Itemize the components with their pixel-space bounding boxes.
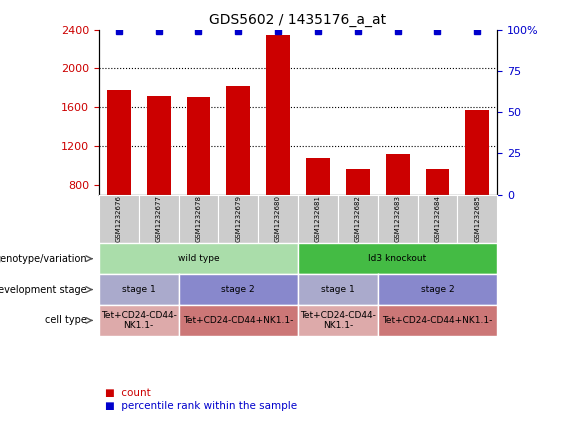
- Text: GSM1232679: GSM1232679: [235, 195, 241, 242]
- Text: development stage: development stage: [0, 285, 87, 294]
- Text: GSM1232684: GSM1232684: [434, 195, 441, 242]
- Text: genotype/variation: genotype/variation: [0, 254, 87, 264]
- Text: Tet+CD24-CD44-
NK1.1-: Tet+CD24-CD44- NK1.1-: [300, 311, 376, 330]
- Bar: [466, 110, 489, 195]
- Bar: [266, 36, 290, 195]
- Text: Tet+CD24-CD44-
NK1.1-: Tet+CD24-CD44- NK1.1-: [101, 311, 177, 330]
- Text: GSM1232681: GSM1232681: [315, 195, 321, 242]
- Bar: [186, 96, 210, 195]
- Bar: [425, 169, 449, 195]
- Text: GSM1232683: GSM1232683: [394, 195, 401, 242]
- Text: cell type: cell type: [45, 316, 87, 325]
- Text: GSM1232677: GSM1232677: [155, 195, 162, 242]
- Bar: [147, 96, 171, 195]
- Text: GSM1232678: GSM1232678: [195, 195, 202, 242]
- Bar: [107, 90, 131, 195]
- Text: stage 1: stage 1: [321, 285, 355, 294]
- Text: wild type: wild type: [177, 254, 219, 263]
- Bar: [386, 154, 410, 195]
- Bar: [306, 158, 330, 195]
- Text: GSM1232676: GSM1232676: [116, 195, 122, 242]
- Bar: [227, 86, 250, 195]
- Text: ■  count: ■ count: [105, 388, 150, 398]
- Text: Tet+CD24-CD44+NK1.1-: Tet+CD24-CD44+NK1.1-: [183, 316, 293, 325]
- Text: stage 2: stage 2: [420, 285, 454, 294]
- Title: GDS5602 / 1435176_a_at: GDS5602 / 1435176_a_at: [210, 13, 386, 27]
- Text: GSM1232680: GSM1232680: [275, 195, 281, 242]
- Text: Tet+CD24-CD44+NK1.1-: Tet+CD24-CD44+NK1.1-: [383, 316, 493, 325]
- Bar: [346, 169, 370, 195]
- Text: stage 1: stage 1: [122, 285, 155, 294]
- Text: Id3 knockout: Id3 knockout: [368, 254, 427, 263]
- Text: stage 2: stage 2: [221, 285, 255, 294]
- Text: GSM1232682: GSM1232682: [355, 195, 361, 242]
- Text: GSM1232685: GSM1232685: [474, 195, 480, 242]
- Text: ■  percentile rank within the sample: ■ percentile rank within the sample: [105, 401, 297, 411]
